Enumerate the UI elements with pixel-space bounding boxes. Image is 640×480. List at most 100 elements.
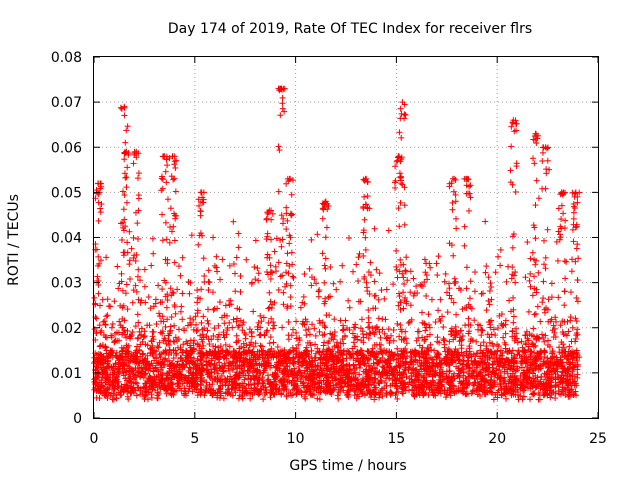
data-point — [376, 270, 383, 277]
data-point — [194, 307, 201, 314]
data-point — [167, 323, 174, 330]
data-point — [541, 261, 548, 268]
data-point — [155, 282, 162, 289]
data-point — [162, 323, 169, 330]
data-point — [440, 324, 447, 331]
data-point — [315, 288, 322, 295]
data-point — [365, 324, 372, 331]
data-point — [346, 304, 353, 311]
data-point — [478, 290, 485, 297]
data-point — [122, 139, 129, 146]
data-point — [123, 281, 130, 288]
data-point — [482, 218, 489, 225]
data-point — [301, 271, 308, 278]
data-point — [567, 289, 574, 296]
data-point — [215, 344, 222, 351]
data-point — [186, 290, 193, 297]
data-point — [541, 237, 548, 244]
data-point — [164, 196, 171, 203]
data-point — [480, 339, 487, 346]
chart-title: Day 174 of 2019, Rate Of TEC Index for r… — [168, 21, 532, 37]
data-point — [150, 329, 157, 336]
data-point — [284, 250, 291, 257]
data-point — [496, 366, 503, 373]
x-tick-label: 0 — [90, 431, 99, 447]
data-point — [288, 249, 295, 256]
data-point — [542, 254, 549, 261]
data-point — [148, 262, 155, 269]
data-point — [396, 223, 403, 230]
data-point — [141, 283, 148, 290]
data-point — [371, 278, 378, 285]
data-point — [406, 318, 413, 325]
data-point — [211, 262, 218, 269]
data-point — [172, 164, 179, 171]
data-point — [129, 299, 136, 306]
data-point — [428, 296, 435, 303]
data-point — [213, 253, 220, 260]
data-point — [531, 349, 538, 356]
data-point — [423, 260, 430, 267]
data-point — [364, 288, 371, 295]
data-point — [495, 325, 502, 332]
data-point — [384, 334, 391, 341]
data-point — [133, 380, 140, 387]
data-point — [574, 199, 581, 206]
data-point — [124, 123, 131, 130]
data-point — [289, 377, 296, 384]
data-point — [171, 322, 178, 329]
data-point — [91, 294, 98, 301]
data-point — [123, 334, 130, 341]
data-point — [373, 266, 380, 273]
x-tick-label: 20 — [488, 431, 506, 447]
data-point — [134, 311, 141, 318]
data-point — [216, 299, 223, 306]
x-tick-label: 10 — [287, 431, 305, 447]
data-point — [575, 255, 582, 262]
data-point — [194, 287, 201, 294]
data-point — [543, 145, 550, 152]
data-point — [569, 324, 576, 331]
data-point — [401, 221, 408, 228]
data-point — [141, 332, 148, 339]
data-point — [413, 283, 420, 290]
data-point — [426, 321, 433, 328]
data-point — [339, 262, 346, 269]
data-point — [293, 318, 300, 325]
data-point — [120, 249, 127, 256]
data-point — [154, 395, 161, 402]
data-point — [566, 343, 573, 350]
data-point — [385, 326, 392, 333]
data-point — [442, 270, 449, 277]
data-point — [270, 339, 277, 346]
data-point — [279, 94, 286, 101]
data-point — [340, 340, 347, 347]
data-point — [321, 262, 328, 269]
data-point — [103, 313, 110, 320]
data-point — [97, 329, 104, 336]
data-point — [108, 324, 115, 331]
data-point — [331, 316, 338, 323]
data-point — [395, 205, 402, 212]
data-point — [195, 241, 202, 248]
data-point — [471, 269, 478, 276]
data-point — [466, 295, 473, 302]
data-point — [325, 294, 332, 301]
data-point — [219, 256, 226, 263]
data-point — [463, 264, 470, 271]
data-point — [558, 216, 565, 223]
data-point — [127, 276, 134, 283]
data-point — [416, 328, 423, 335]
data-point — [326, 312, 333, 319]
data-point — [452, 176, 459, 183]
data-point — [250, 308, 257, 315]
data-point — [453, 215, 460, 222]
data-point — [121, 112, 128, 119]
data-point — [252, 276, 259, 283]
data-point — [425, 311, 432, 318]
data-point — [333, 286, 340, 293]
data-point — [461, 242, 468, 249]
data-point — [487, 280, 494, 287]
data-point — [445, 280, 452, 287]
